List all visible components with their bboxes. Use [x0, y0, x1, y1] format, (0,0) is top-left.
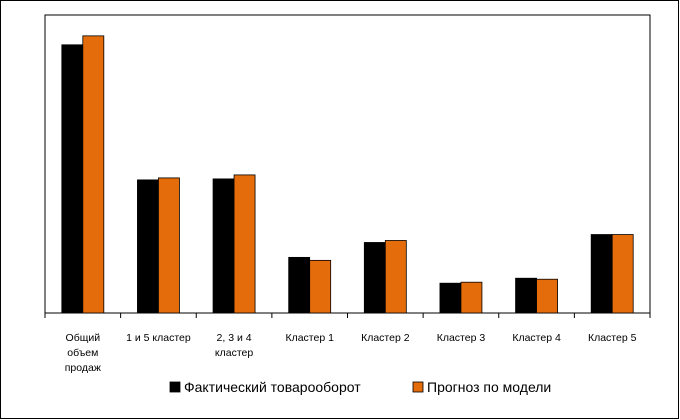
plot-area [44, 14, 651, 314]
legend-swatch-forecast [412, 381, 424, 393]
bar-forecast-1 [82, 35, 105, 314]
x-tick-label-3: 2, 3 и 4 кластер [215, 332, 253, 359]
legend-label-actual: Фактический товарооборот [184, 379, 361, 395]
bar-forecast-7 [536, 278, 558, 314]
bar-actual-8 [590, 234, 613, 314]
bar-forecast-6 [460, 281, 483, 314]
x-tick-label-7: Кластер 4 [512, 332, 561, 344]
bars-group [61, 35, 634, 314]
bar-actual-5 [363, 242, 386, 314]
x-tick-label-1: Общий объем продаж [65, 332, 101, 374]
bar-actual-6 [439, 282, 462, 314]
bar-actual-7 [515, 277, 537, 314]
bar-actual-4 [288, 256, 311, 314]
x-tick-label-8: Кластер 5 [588, 332, 637, 344]
bar-actual-2 [137, 179, 159, 314]
bar-actual-1 [61, 44, 84, 314]
legend-label-forecast: Прогноз по модели [427, 379, 551, 395]
x-tick-label-6: Кластер 3 [437, 332, 486, 344]
bar-forecast-2 [158, 177, 180, 314]
bar-actual-3 [212, 178, 235, 314]
bar-forecast-4 [309, 259, 332, 314]
plot-border [44, 14, 651, 314]
bar-forecast-3 [233, 174, 256, 314]
x-tick-label-2: 1 и 5 кластер [126, 332, 191, 344]
legend-swatch-actual [169, 381, 181, 393]
bar-forecast-5 [384, 240, 407, 314]
x-tick-label-4: Кластер 1 [285, 332, 334, 344]
x-tick-label-5: Кластер 2 [361, 332, 410, 344]
bar-forecast-8 [611, 234, 634, 314]
x-axis: Общий объем продаж 1 и 5 кластер 2, 3 и 4 кла… [44, 313, 651, 374]
legend: Фактический товарооборот Прогноз по модел… [169, 379, 551, 395]
